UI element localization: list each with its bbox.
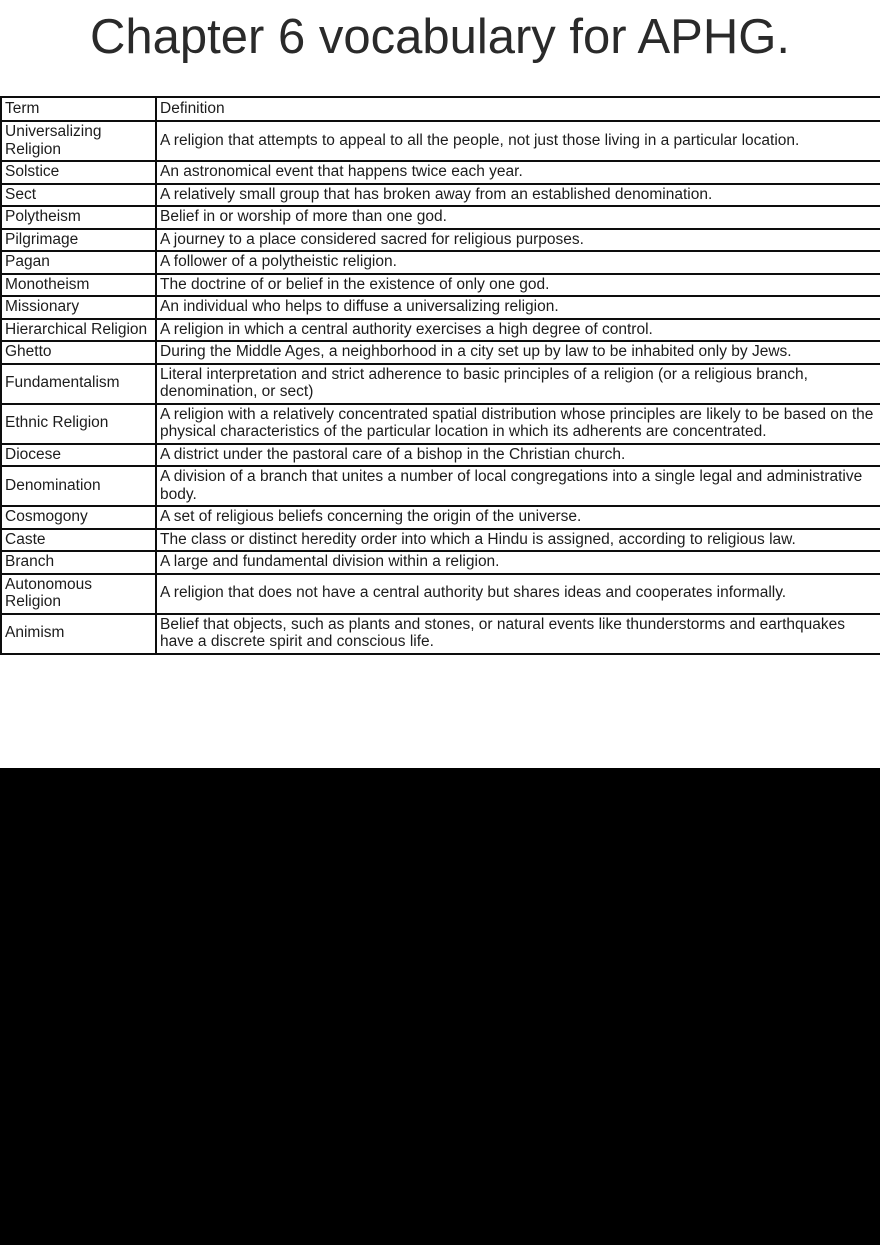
definition-cell: A follower of a polytheistic religion. xyxy=(155,250,880,275)
definition-column-header: Definition xyxy=(155,96,880,122)
definition-cell: The class or distinct heredity order int… xyxy=(155,527,880,552)
definition-cell: Belief that objects, such as plants and … xyxy=(155,612,880,655)
table-row: Denomination A division of a branch that … xyxy=(0,465,880,507)
table-row: Cosmogony A set of religious beliefs conc… xyxy=(0,505,880,530)
table-row: Pagan A follower of a polytheistic religi… xyxy=(0,250,880,275)
table-row: Animism Belief that objects, such as plan… xyxy=(0,612,880,655)
term-cell: Cosmogony xyxy=(0,505,157,530)
definition-cell: The doctrine of or belief in the existen… xyxy=(155,272,880,297)
term-cell: Missionary xyxy=(0,295,157,320)
table-row: Missionary An individual who helps to dif… xyxy=(0,295,880,320)
table-row: Solstice An astronomical event that happe… xyxy=(0,160,880,185)
term-cell: Animism xyxy=(0,612,157,655)
definition-cell: During the Middle Ages, a neighborhood i… xyxy=(155,340,880,365)
definition-cell: An individual who helps to diffuse a uni… xyxy=(155,295,880,320)
term-cell: Diocese xyxy=(0,442,157,467)
definition-cell: A journey to a place considered sacred f… xyxy=(155,227,880,252)
term-cell: Polytheism xyxy=(0,205,157,230)
term-column-header: Term xyxy=(0,96,157,122)
table-row: Sect A relatively small group that has br… xyxy=(0,182,880,207)
definition-cell: Literal interpretation and strict adhere… xyxy=(155,362,880,405)
table-row: Caste The class or distinct heredity orde… xyxy=(0,527,880,552)
table-row: Hierarchical Religion A religion in which… xyxy=(0,317,880,342)
term-cell: Ethnic Religion xyxy=(0,402,157,445)
table-row: Polytheism Belief in or worship of more t… xyxy=(0,205,880,230)
definition-cell: A religion that attempts to appeal to al… xyxy=(155,120,880,162)
table-row: Diocese A district under the pastoral car… xyxy=(0,442,880,467)
table-row: Pilgrimage A journey to a place considere… xyxy=(0,227,880,252)
definition-cell: A district under the pastoral care of a … xyxy=(155,442,880,467)
table-row: Universalizing Religion A religion that a… xyxy=(0,120,880,162)
table-row: Autonomous Religion A religion that does … xyxy=(0,572,880,615)
table-row: Ghetto During the Middle Ages, a neighbor… xyxy=(0,340,880,365)
definition-cell: A relatively small group that has broken… xyxy=(155,182,880,207)
definition-cell: A division of a branch that unites a num… xyxy=(155,465,880,507)
table-row: Monotheism The doctrine of or belief in t… xyxy=(0,272,880,297)
term-cell: Ghetto xyxy=(0,340,157,365)
table-header-row: Term Definition xyxy=(0,96,880,122)
table-row: Ethnic Religion A religion with a relativ… xyxy=(0,402,880,445)
term-cell: Solstice xyxy=(0,160,157,185)
term-cell: Branch xyxy=(0,550,157,575)
term-cell: Universalizing Religion xyxy=(0,120,157,162)
term-cell: Pagan xyxy=(0,250,157,275)
term-cell: Caste xyxy=(0,527,157,552)
term-cell: Pilgrimage xyxy=(0,227,157,252)
definition-cell: A large and fundamental division within … xyxy=(155,550,880,575)
vocab-table: Term Definition Universalizing Religion A… xyxy=(0,96,880,655)
definition-cell: A set of religious beliefs concerning th… xyxy=(155,505,880,530)
term-cell: Monotheism xyxy=(0,272,157,297)
term-cell: Sect xyxy=(0,182,157,207)
vocab-table-body: Universalizing Religion A religion that a… xyxy=(0,120,880,655)
definition-cell: A religion with a relatively concentrate… xyxy=(155,402,880,445)
term-cell: Autonomous Religion xyxy=(0,572,157,615)
term-cell: Denomination xyxy=(0,465,157,507)
definition-cell: Belief in or worship of more than one go… xyxy=(155,205,880,230)
definition-cell: A religion that does not have a central … xyxy=(155,572,880,615)
page-title: Chapter 6 vocabulary for APHG. xyxy=(90,10,790,64)
term-cell: Fundamentalism xyxy=(0,362,157,405)
letterbox-bar xyxy=(0,768,880,1245)
definition-cell: A religion in which a central authority … xyxy=(155,317,880,342)
definition-cell: An astronomical event that happens twice… xyxy=(155,160,880,185)
table-row: Branch A large and fundamental division w… xyxy=(0,550,880,575)
term-cell: Hierarchical Religion xyxy=(0,317,157,342)
table-row: Fundamentalism Literal interpretation and… xyxy=(0,362,880,405)
